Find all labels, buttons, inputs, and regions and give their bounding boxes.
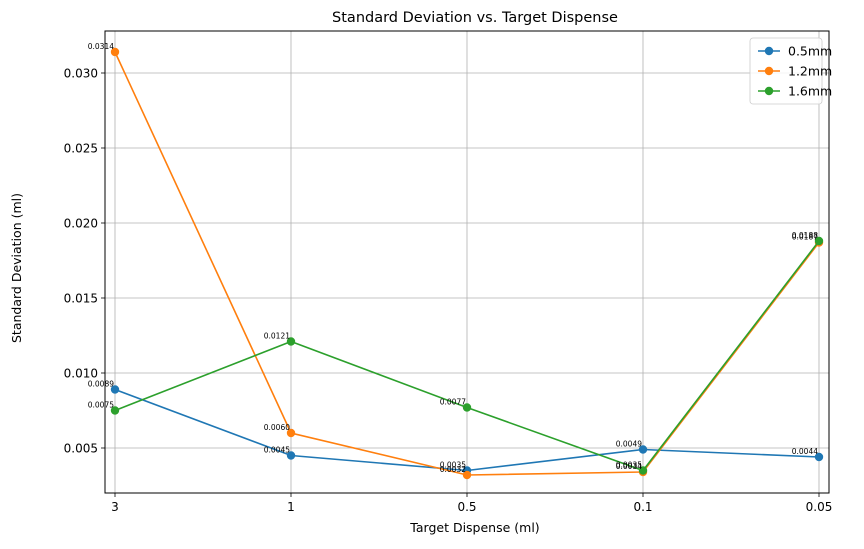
data-label: 0.0035	[616, 461, 642, 470]
legend-marker	[764, 86, 774, 96]
data-point	[638, 445, 648, 454]
data-point	[110, 406, 120, 415]
y-axis-label: Standard Deviation (ml)	[9, 193, 24, 343]
x-tick-label: 0.5	[457, 500, 476, 514]
data-label: 0.0121	[264, 332, 290, 341]
data-point	[462, 403, 472, 412]
data-point	[110, 47, 120, 57]
data-label: 0.0044	[792, 447, 818, 456]
data-point	[110, 385, 120, 394]
data-label: 0.0314	[88, 42, 114, 51]
legend-label: 1.2mm	[788, 64, 832, 79]
y-tick-label: 0.015	[64, 292, 98, 306]
x-tick-label: 1	[287, 500, 295, 514]
y-tick-label: 0.005	[64, 442, 98, 456]
y-tick-label: 0.010	[64, 367, 98, 381]
legend-label: 0.5mm	[788, 44, 832, 59]
data-label: 0.0049	[616, 440, 642, 449]
x-axis-label: Target Dispense (ml)	[409, 520, 539, 535]
series-lines	[110, 47, 824, 480]
data-point	[286, 337, 296, 346]
data-label: 0.0089	[88, 380, 114, 389]
legend: 0.5mm 1.2mm 1.6mm	[749, 37, 832, 105]
axis-ticks: 3 1 0.5 0.1 0.05 0.005 0.010 0.015 0.020 0.025 0.0…	[64, 67, 833, 515]
x-tick-label: 0.05	[806, 500, 833, 514]
data-label: 0.0034	[616, 462, 642, 471]
data-point	[286, 451, 296, 460]
legend-marker	[764, 46, 774, 56]
data-point	[286, 428, 296, 438]
data-point	[814, 452, 824, 462]
data-label: 0.0045	[264, 446, 290, 455]
x-tick-label: 3	[111, 500, 119, 514]
data-point	[814, 236, 824, 246]
data-label: 0.0187	[792, 233, 818, 242]
data-point	[462, 470, 472, 480]
legend-marker	[764, 66, 774, 76]
y-tick-label: 0.020	[64, 217, 98, 231]
chart-title: Standard Deviation vs. Target Dispense	[332, 10, 618, 26]
legend-label: 1.6mm	[788, 84, 832, 99]
y-tick-label: 0.025	[64, 142, 98, 156]
data-label: 0.0077	[440, 398, 466, 407]
data-label: 0.0060	[264, 423, 290, 432]
data-labels: 0.0089 0.0045 0.0035 0.0049 0.0044 0.0314 0.00…	[88, 42, 818, 474]
data-label: 0.0188	[792, 231, 818, 240]
data-point	[638, 466, 648, 475]
data-label: 0.0075	[88, 401, 114, 410]
y-tick-label: 0.030	[64, 67, 98, 81]
data-label: 0.0032	[440, 465, 466, 474]
series-1.6mm	[110, 236, 824, 475]
x-tick-label: 0.1	[633, 500, 652, 514]
grid	[105, 31, 829, 493]
data-label: 0.0035	[440, 461, 466, 470]
